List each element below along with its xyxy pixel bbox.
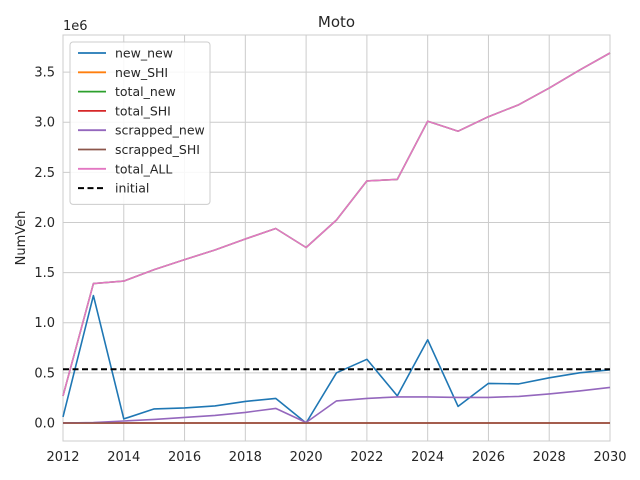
y-tick-label: 3.0 — [34, 116, 55, 131]
x-tick-label: 2022 — [350, 450, 383, 465]
legend-label: new_new — [115, 46, 173, 61]
x-tick-label: 2014 — [107, 450, 140, 465]
legend-label: total_SHI — [115, 103, 171, 118]
plot-area-frame — [62, 34, 611, 442]
chart-title: Moto — [318, 13, 355, 31]
y-axis-offset-label: 1e6 — [63, 19, 88, 34]
x-tick-label: 2028 — [533, 450, 566, 465]
legend-label: scrapped_SHI — [115, 142, 200, 157]
series-line-total-all — [62, 52, 611, 397]
legend-box — [69, 41, 211, 205]
legend-label: total_new — [115, 84, 176, 99]
y-tick-label: 0.0 — [34, 416, 55, 431]
series-line-new-new — [62, 294, 611, 424]
y-tick-label: 2.0 — [34, 216, 55, 231]
series-lines — [62, 52, 611, 424]
x-tick-label: 2026 — [472, 450, 505, 465]
x-tick-label: 2016 — [168, 450, 201, 465]
tick-labels: 2012 2014 2016 2018 2020 2022 2024 2026 2028 2030… — [34, 66, 626, 465]
x-tick-label: 2012 — [46, 450, 79, 465]
x-tick-label: 2030 — [593, 450, 626, 465]
legend-label: total_ALL — [115, 161, 172, 176]
x-tick-label: 2024 — [411, 450, 444, 465]
legend-label: initial — [115, 181, 149, 196]
legend-label: scrapped_new — [115, 123, 205, 138]
legend: new_new new_SHI total_new total_SHI scrapped… — [69, 41, 211, 205]
y-axis-title: NumVeh — [14, 211, 29, 266]
y-tick-label: 2.5 — [34, 166, 55, 181]
x-tick-label: 2020 — [290, 450, 323, 465]
y-tick-label: 1.5 — [34, 266, 55, 281]
series-line-scrapped-new — [62, 386, 611, 424]
x-tick-label: 2018 — [229, 450, 262, 465]
y-tick-label: 3.5 — [34, 66, 55, 81]
y-tick-label: 0.5 — [34, 366, 55, 381]
legend-label: new_SHI — [115, 65, 168, 80]
y-tick-label: 1.0 — [34, 316, 55, 331]
